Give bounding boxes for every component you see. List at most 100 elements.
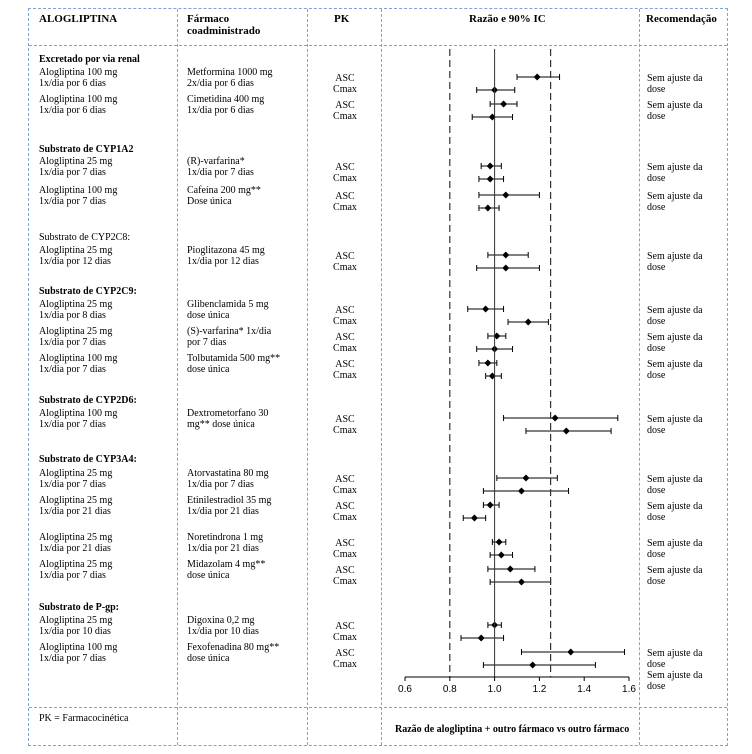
coadministered-drug: Midazolam 4 mg** [187,559,266,570]
pk-auc-label: ASC [335,191,355,202]
pk-cmax-label: Cmax [333,425,357,436]
header-divider [29,45,727,46]
alogliptin-dose: Alogliptina 25 mg [39,615,113,626]
coadministered-drug: 1x/dia por 21 dias [187,543,259,554]
pk-auc-label: ASC [335,332,355,343]
group-title: Excretado por via renal [39,54,140,65]
pk-cmax-label: Cmax [333,202,357,213]
pk-auc-label: ASC [335,305,355,316]
recommendation: Sem ajuste da [647,332,703,343]
alogliptin-dose: 1x/dia por 7 dias [39,167,106,178]
alogliptin-dose: Alogliptina 25 mg [39,326,113,337]
alogliptin-dose: 1x/dia por 21 dias [39,543,111,554]
point-estimate-auc [502,251,510,259]
coadministered-drug: 2x/dia por 6 dias [187,78,254,89]
pk-auc-label: ASC [335,565,355,576]
recommendation: dose [647,681,666,692]
recommendation: Sem ajuste da [647,565,703,576]
group-title: Substrato de CYP3A4: [39,454,137,465]
footer-divider [29,707,727,708]
recommendation: dose [647,84,666,95]
recommendation: dose [647,343,666,354]
x-tick-label: 1.6 [622,684,636,695]
point-estimate-auc [484,359,492,367]
recommendation: dose [647,485,666,496]
recommendation: dose [647,370,666,381]
header-recommendation: Recomendação [646,13,717,25]
pk-cmax-label: Cmax [333,111,357,122]
alogliptin-dose: 1x/dia por 8 dias [39,310,106,321]
recommendation: Sem ajuste da [647,251,703,262]
recommendation: dose [647,316,666,327]
header-alogliptina: ALOGLIPTINA [39,13,118,25]
recommendation: Sem ajuste da [647,359,703,370]
alogliptin-dose: Alogliptina 100 mg [39,642,118,653]
header-pk: PK [334,13,350,25]
alogliptin-dose: Alogliptina 25 mg [39,245,113,256]
coadministered-drug: por 7 dias [187,337,227,348]
pk-auc-label: ASC [335,648,355,659]
alogliptin-dose: 1x/dia por 7 dias [39,337,106,348]
alogliptin-dose: Alogliptina 25 mg [39,299,113,310]
point-estimate-cmax [517,578,525,586]
alogliptin-dose: 1x/dia por 7 dias [39,570,106,581]
point-estimate-auc [567,648,575,656]
forest-plot: 0.6 0.8 1.0 1.2 1.4 1.6 [398,49,636,695]
header-farmaco-2: coadministrado [187,25,261,37]
alogliptin-dose: Alogliptina 25 mg [39,559,113,570]
alogliptin-dose: 1x/dia por 7 dias [39,364,106,375]
pk-cmax-label: Cmax [333,173,357,184]
alogliptin-dose: 1x/dia por 7 dias [39,479,106,490]
coadministered-drug: Dextrometorfano 30 [187,408,269,419]
recommendation: dose [647,512,666,523]
pk-auc-label: ASC [335,100,355,111]
group-title: Substrato de CYP2C8: [39,232,131,243]
pk-cmax-label: Cmax [333,659,357,670]
point-estimate-auc [482,305,490,313]
col-divider [307,9,308,745]
x-tick-label: 0.8 [443,684,457,695]
alogliptin-dose: 1x/dia por 6 dias [39,78,106,89]
coadministered-drug: Pioglitazona 45 mg [187,245,265,256]
recommendation: Sem ajuste da [647,474,703,485]
coadministered-drug: Tolbutamida 500 mg** [187,353,281,364]
pk-cmax-label: Cmax [333,84,357,95]
pk-cmax-label: Cmax [333,549,357,560]
group-title: Substrato de CYP2D6: [39,395,137,406]
pk-auc-label: ASC [335,501,355,512]
pk-cmax-label: Cmax [333,343,357,354]
coadministered-drug: 1x/dia por 10 dias [187,626,259,637]
coadministered-drug: 1x/dia por 12 dias [187,256,259,267]
coadministered-drug: mg** dose única [187,419,255,430]
point-estimate-auc [533,73,541,81]
point-estimate-cmax [502,264,510,272]
coadministered-drug: 1x/dia por 7 dias [187,167,254,178]
coadministered-drug: Atorvastatina 80 mg [187,468,269,479]
coadministered-drug: 1x/dia por 7 dias [187,479,254,490]
alogliptin-dose: Alogliptina 25 mg [39,156,113,167]
recommendation: Sem ajuste da [647,501,703,512]
recommendation: Sem ajuste da [647,414,703,425]
alogliptin-dose: 1x/dia por 7 dias [39,196,106,207]
interaction-table: ALOGLIPTINA Fármaco coadministrado PK Ra… [28,8,728,746]
pk-cmax-label: Cmax [333,262,357,273]
alogliptin-dose: Alogliptina 25 mg [39,495,113,506]
recommendation: Sem ajuste da [647,538,703,549]
group-title: Substrato de CYP1A2 [39,144,134,155]
pk-footnote: PK = Farmacocinética [39,713,129,724]
pk-cmax-label: Cmax [333,632,357,643]
recommendation: dose [647,262,666,273]
alogliptin-dose: 1x/dia por 10 dias [39,626,111,637]
coadministered-drug: dose única [187,653,230,664]
alogliptin-dose: 1x/dia por 6 dias [39,105,106,116]
point-estimate-cmax [484,204,492,212]
x-tick-label: 1.0 [488,684,502,695]
group-title: Substrato de P-gp: [39,602,120,613]
point-estimate-auc [486,501,494,509]
recommendation: Sem ajuste da [647,191,703,202]
point-estimate-cmax [562,427,570,435]
pk-auc-label: ASC [335,73,355,84]
alogliptin-dose: 1x/dia por 7 dias [39,653,106,664]
recommendation: dose [647,425,666,436]
point-estimate-cmax [524,318,532,326]
